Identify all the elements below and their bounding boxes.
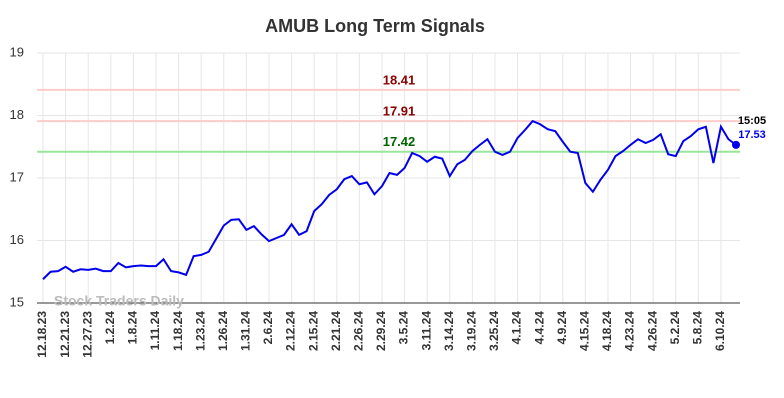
y-tick-label: 15 xyxy=(10,294,24,309)
x-tick-label: 1.8.24 xyxy=(126,311,140,345)
x-tick-label: 4.4.24 xyxy=(532,311,546,345)
x-tick-label: 4.1.24 xyxy=(510,311,524,345)
signal-label: 17.91 xyxy=(383,104,416,119)
chart-title: AMUB Long Term Signals xyxy=(265,16,485,36)
watermark: Stock Traders Daily xyxy=(54,293,184,309)
x-tick-label: 1.2.24 xyxy=(103,311,117,345)
y-tick-label: 19 xyxy=(10,44,24,59)
x-tick-label: 1.11.24 xyxy=(148,311,162,351)
signal-label: 18.41 xyxy=(383,72,416,87)
x-tick-label: 2.29.24 xyxy=(374,311,388,351)
y-tick-label: 16 xyxy=(10,232,24,247)
x-tick-label: 12.18.23 xyxy=(35,311,49,358)
x-tick-label: 3.14.24 xyxy=(442,311,456,351)
x-tick-label: 2.12.24 xyxy=(284,311,298,351)
x-tick-label: 3.19.24 xyxy=(465,311,479,351)
x-tick-label: 12.21.23 xyxy=(58,311,72,358)
x-tick-label: 1.18.24 xyxy=(171,311,185,351)
x-tick-label: 12.27.23 xyxy=(80,311,94,358)
x-tick-label: 4.26.24 xyxy=(645,311,659,351)
y-tick-label: 18 xyxy=(10,107,24,122)
x-tick-label: 1.26.24 xyxy=(216,311,230,351)
last-point xyxy=(732,140,740,149)
x-tick-label: 5.2.24 xyxy=(668,311,682,345)
x-tick-label: 2.26.24 xyxy=(352,311,366,351)
x-tick-label: 4.15.24 xyxy=(578,311,592,351)
x-tick-label: 2.21.24 xyxy=(329,311,343,351)
x-tick-label: 3.5.24 xyxy=(397,311,411,345)
x-tick-label: 3.25.24 xyxy=(487,311,501,351)
last-time: 15:05 xyxy=(738,115,766,127)
price-line xyxy=(42,119,737,280)
x-tick-label: 6.10.24 xyxy=(713,311,727,351)
x-tick-label: 2.6.24 xyxy=(261,311,275,345)
x-tick-label: 2.15.24 xyxy=(306,311,320,351)
y-tick-label: 17 xyxy=(10,169,24,184)
x-tick-label: 1.31.24 xyxy=(239,311,253,351)
x-tick-label: 4.18.24 xyxy=(600,311,614,351)
x-tick-label: 3.11.24 xyxy=(419,311,433,351)
signal-label: 17.42 xyxy=(383,134,416,149)
x-tick-label: 1.23.24 xyxy=(193,311,207,351)
x-tick-label: 5.8.24 xyxy=(691,311,705,345)
x-tick-label: 4.23.24 xyxy=(623,311,637,351)
last-value: 17.53 xyxy=(738,129,766,141)
x-tick-label: 4.9.24 xyxy=(555,311,569,345)
